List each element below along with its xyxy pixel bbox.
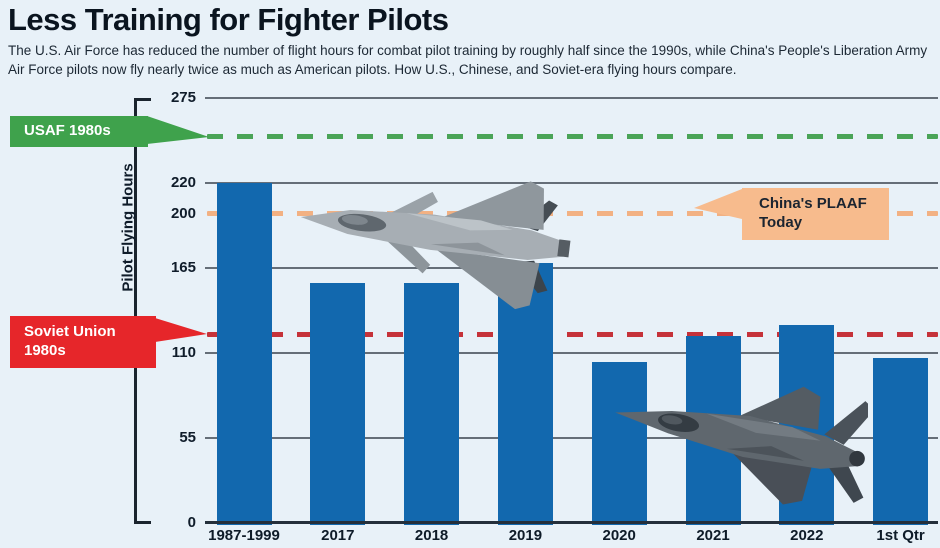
y-tick-165: 165 [170,259,196,276]
gridline-220 [205,182,938,184]
soviet-flag-tail [155,318,207,342]
plaaf-today-dashed-line [207,211,938,217]
x-tick-2020: 2020 [602,527,636,544]
y-axis-bracket-top-arm [134,98,151,101]
x-tick-2021: 2021 [696,527,730,544]
y-tick-110: 110 [171,344,196,361]
y-tick-55: 55 [179,429,196,446]
us-f35-jet-image [615,386,868,505]
gridline-55 [205,437,938,439]
bar-2017 [310,283,366,525]
bar-2018 [404,283,460,525]
usaf-1980s-dashed-line [207,134,938,140]
y-tick-200: 200 [170,204,196,222]
plaaf-flag-tail [694,189,742,219]
chinese-j20-jet-image [300,181,571,310]
x-tick-1987-1999: 1987-1999 [208,527,280,544]
usaf-1980s-label: USAF 1980s [24,122,111,140]
gridline-275 [205,97,938,99]
y-tick-275: 275 [170,89,196,106]
y-axis-bracket-line [134,98,137,524]
soviet-label-line2: 1980s [24,342,66,359]
chart-subtitle: The U.S. Air Force has reduced the numbe… [8,43,928,77]
soviet-label-line1: Soviet Union [24,323,116,341]
bar-1st Qtr [873,357,929,525]
usaf-flag-tail [147,116,209,144]
x-axis-line [205,521,938,524]
y-tick-220: 220 [170,174,196,191]
bar-2020 [591,362,647,525]
plaaf-today-flag: China's PLAAF Today [742,188,889,240]
gridline-165 [205,267,938,269]
y-tick-0: 0 [187,514,196,531]
x-tick-2022: 2022 [790,527,824,544]
soviet-1980s-flag: Soviet Union 1980s [10,316,156,368]
x-tick-2019: 2019 [508,527,543,544]
plaaf-label-line1: China's PLAAF [759,195,867,213]
plaaf-label-line2: Today [759,214,803,231]
bar-1987-1999 [216,183,272,525]
usaf-1980s-flag: USAF 1980s [10,116,148,147]
x-tick-2018: 2018 [414,527,449,544]
y-axis-title: Pilot Flying Hours [119,163,137,292]
gridline-110 [205,352,938,354]
y-axis-bracket-bottom-arm [134,521,151,524]
x-tick-2017: 2017 [321,527,355,544]
page-title: Less Training for Fighter Pilots [8,2,449,37]
soviet-1980s-dashed-line [207,331,938,337]
x-tick-1st Qtr: 1st Qtr [876,527,925,544]
bar-2019 [497,263,553,525]
